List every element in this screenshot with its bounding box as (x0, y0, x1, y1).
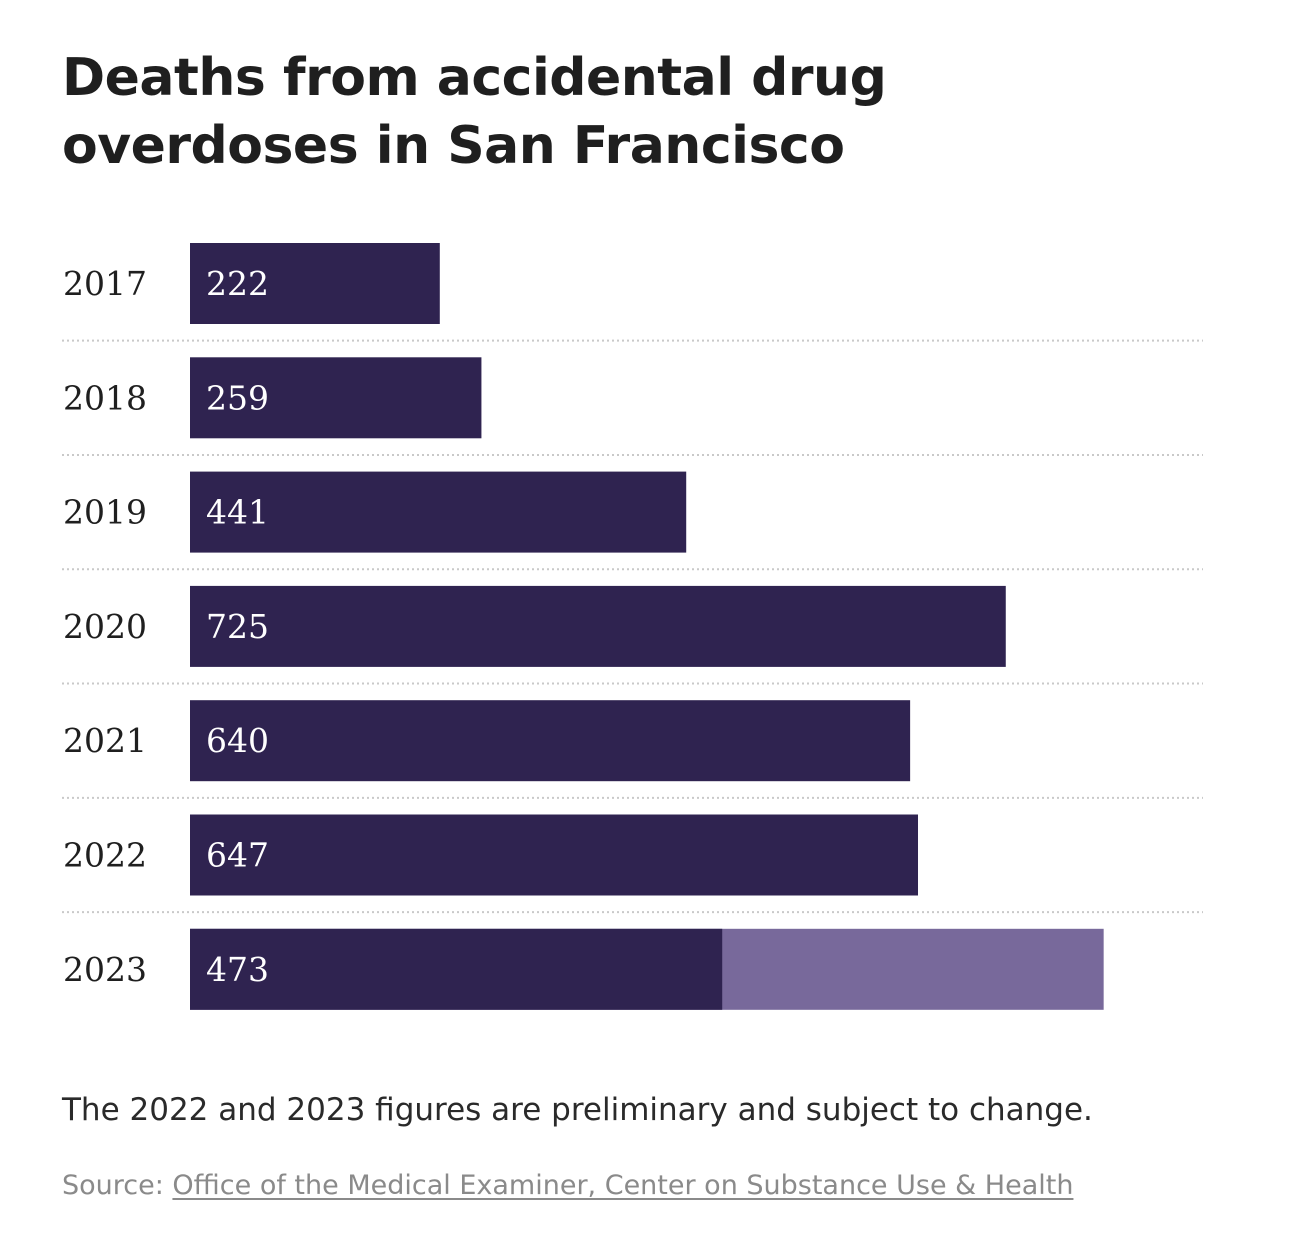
year-label-2019: 2019 (63, 493, 147, 532)
value-label-2023: 473 (206, 950, 269, 989)
value-label-2019: 441 (206, 493, 269, 532)
source-label: Source: (62, 1170, 173, 1201)
value-label-2017: 222 (206, 264, 269, 303)
bar-2019 (190, 471, 687, 553)
source-line: Source: Office of the Medical Examiner, … (62, 1170, 1073, 1201)
bar-2017 (190, 243, 440, 324)
year-label-2023: 2023 (63, 950, 147, 989)
year-label-2022: 2022 (63, 836, 147, 875)
bar-2018 (190, 357, 482, 439)
year-label-2021: 2021 (63, 721, 147, 760)
year-label-2018: 2018 (63, 378, 147, 417)
footnote: The 2022 and 2023 figures are preliminar… (62, 1092, 1093, 1128)
bar-2020 (190, 585, 1006, 667)
value-label-2018: 259 (206, 378, 269, 417)
year-label-2020: 2020 (63, 607, 147, 646)
value-label-2022: 647 (206, 836, 269, 875)
bar-chart: 2017 222 2018 259 2019 441 2020 725 2021 640 2022 6… (62, 243, 1203, 1010)
year-label-2017: 2017 (63, 264, 147, 303)
bar-2021 (190, 700, 911, 782)
value-label-2021: 640 (206, 721, 269, 760)
chart-title: Deaths from accidental drug overdoses in… (62, 48, 887, 176)
value-label-2020: 725 (206, 607, 269, 646)
source-link[interactable]: Office of the Medical Examiner, Center o… (172, 1170, 1074, 1201)
bar-2022 (190, 814, 919, 896)
bar-2023 (190, 928, 723, 1010)
